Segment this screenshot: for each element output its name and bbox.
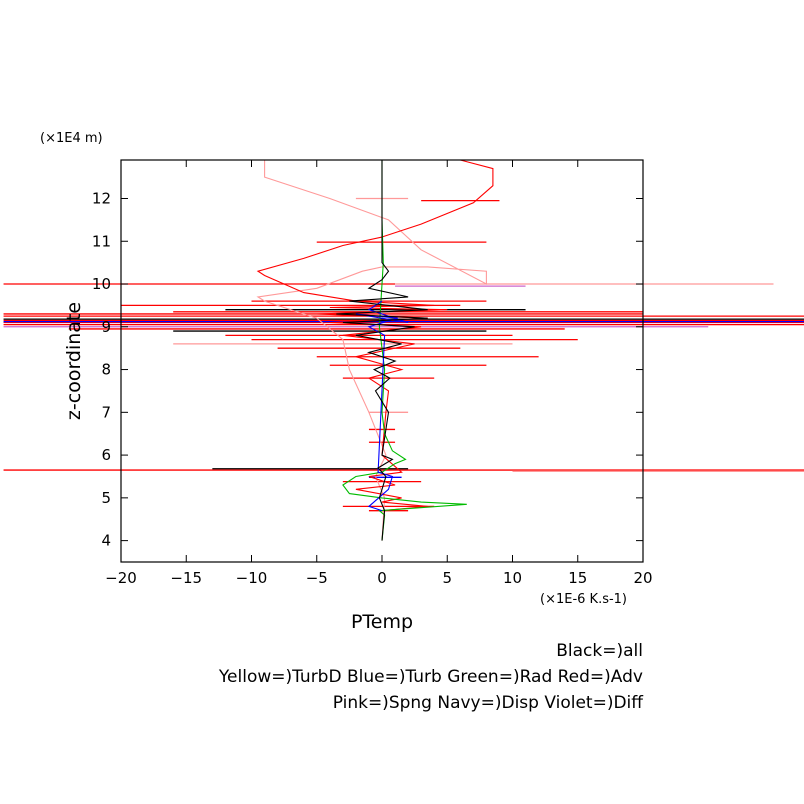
x-tick-label: 20: [633, 569, 652, 587]
y-tick-label: 8: [101, 361, 111, 379]
x-axis-title: PTemp: [351, 611, 413, 633]
x-tick-label: −10: [236, 569, 268, 587]
series-line-4: [336, 160, 428, 541]
y-axis-title: z-coordinate: [63, 302, 85, 420]
x-tick-label: 10: [503, 569, 522, 587]
series-line-3: [355, 300, 409, 512]
y-tick-label: 9: [101, 318, 111, 336]
x-axis-ticks: −20 −15 −10 −5 0 5 10 15 20: [105, 160, 653, 587]
y-tick-label: 4: [101, 532, 111, 550]
legend-line-1: Black=)all: [556, 641, 643, 661]
legend-line-2: Yellow=)TurbD Blue=)Turb Green=)Rad Red=…: [218, 667, 643, 687]
y-tick-label: 7: [101, 403, 111, 421]
series-line-0: [256, 159, 487, 541]
legend-line-3: Pink=)Spng Navy=)Disp Violet=)Diff: [333, 693, 645, 713]
y-tick-label: 11: [92, 232, 111, 250]
x-unit-label: (×1E-6 K.s-1): [540, 592, 627, 607]
y-tick-label: 5: [101, 489, 111, 507]
series-line-2: [342, 160, 467, 541]
y-tick-label: 10: [92, 275, 111, 293]
x-tick-label: 15: [568, 569, 587, 587]
y-tick-label: 6: [101, 446, 111, 464]
x-tick-label: −5: [306, 569, 328, 587]
y-tick-label: 12: [92, 189, 111, 207]
x-tick-label: −15: [170, 569, 202, 587]
x-tick-label: −20: [105, 569, 137, 587]
y-axis-ticks: 4 5 6 7 8 9 10 11 12: [92, 189, 643, 550]
x-tick-label: 0: [377, 569, 387, 587]
series-layer: [256, 159, 494, 541]
spikes-layer: [3, 197, 804, 512]
x-tick-label: 5: [442, 569, 452, 587]
y-unit-label: (×1E4 m): [40, 131, 103, 146]
